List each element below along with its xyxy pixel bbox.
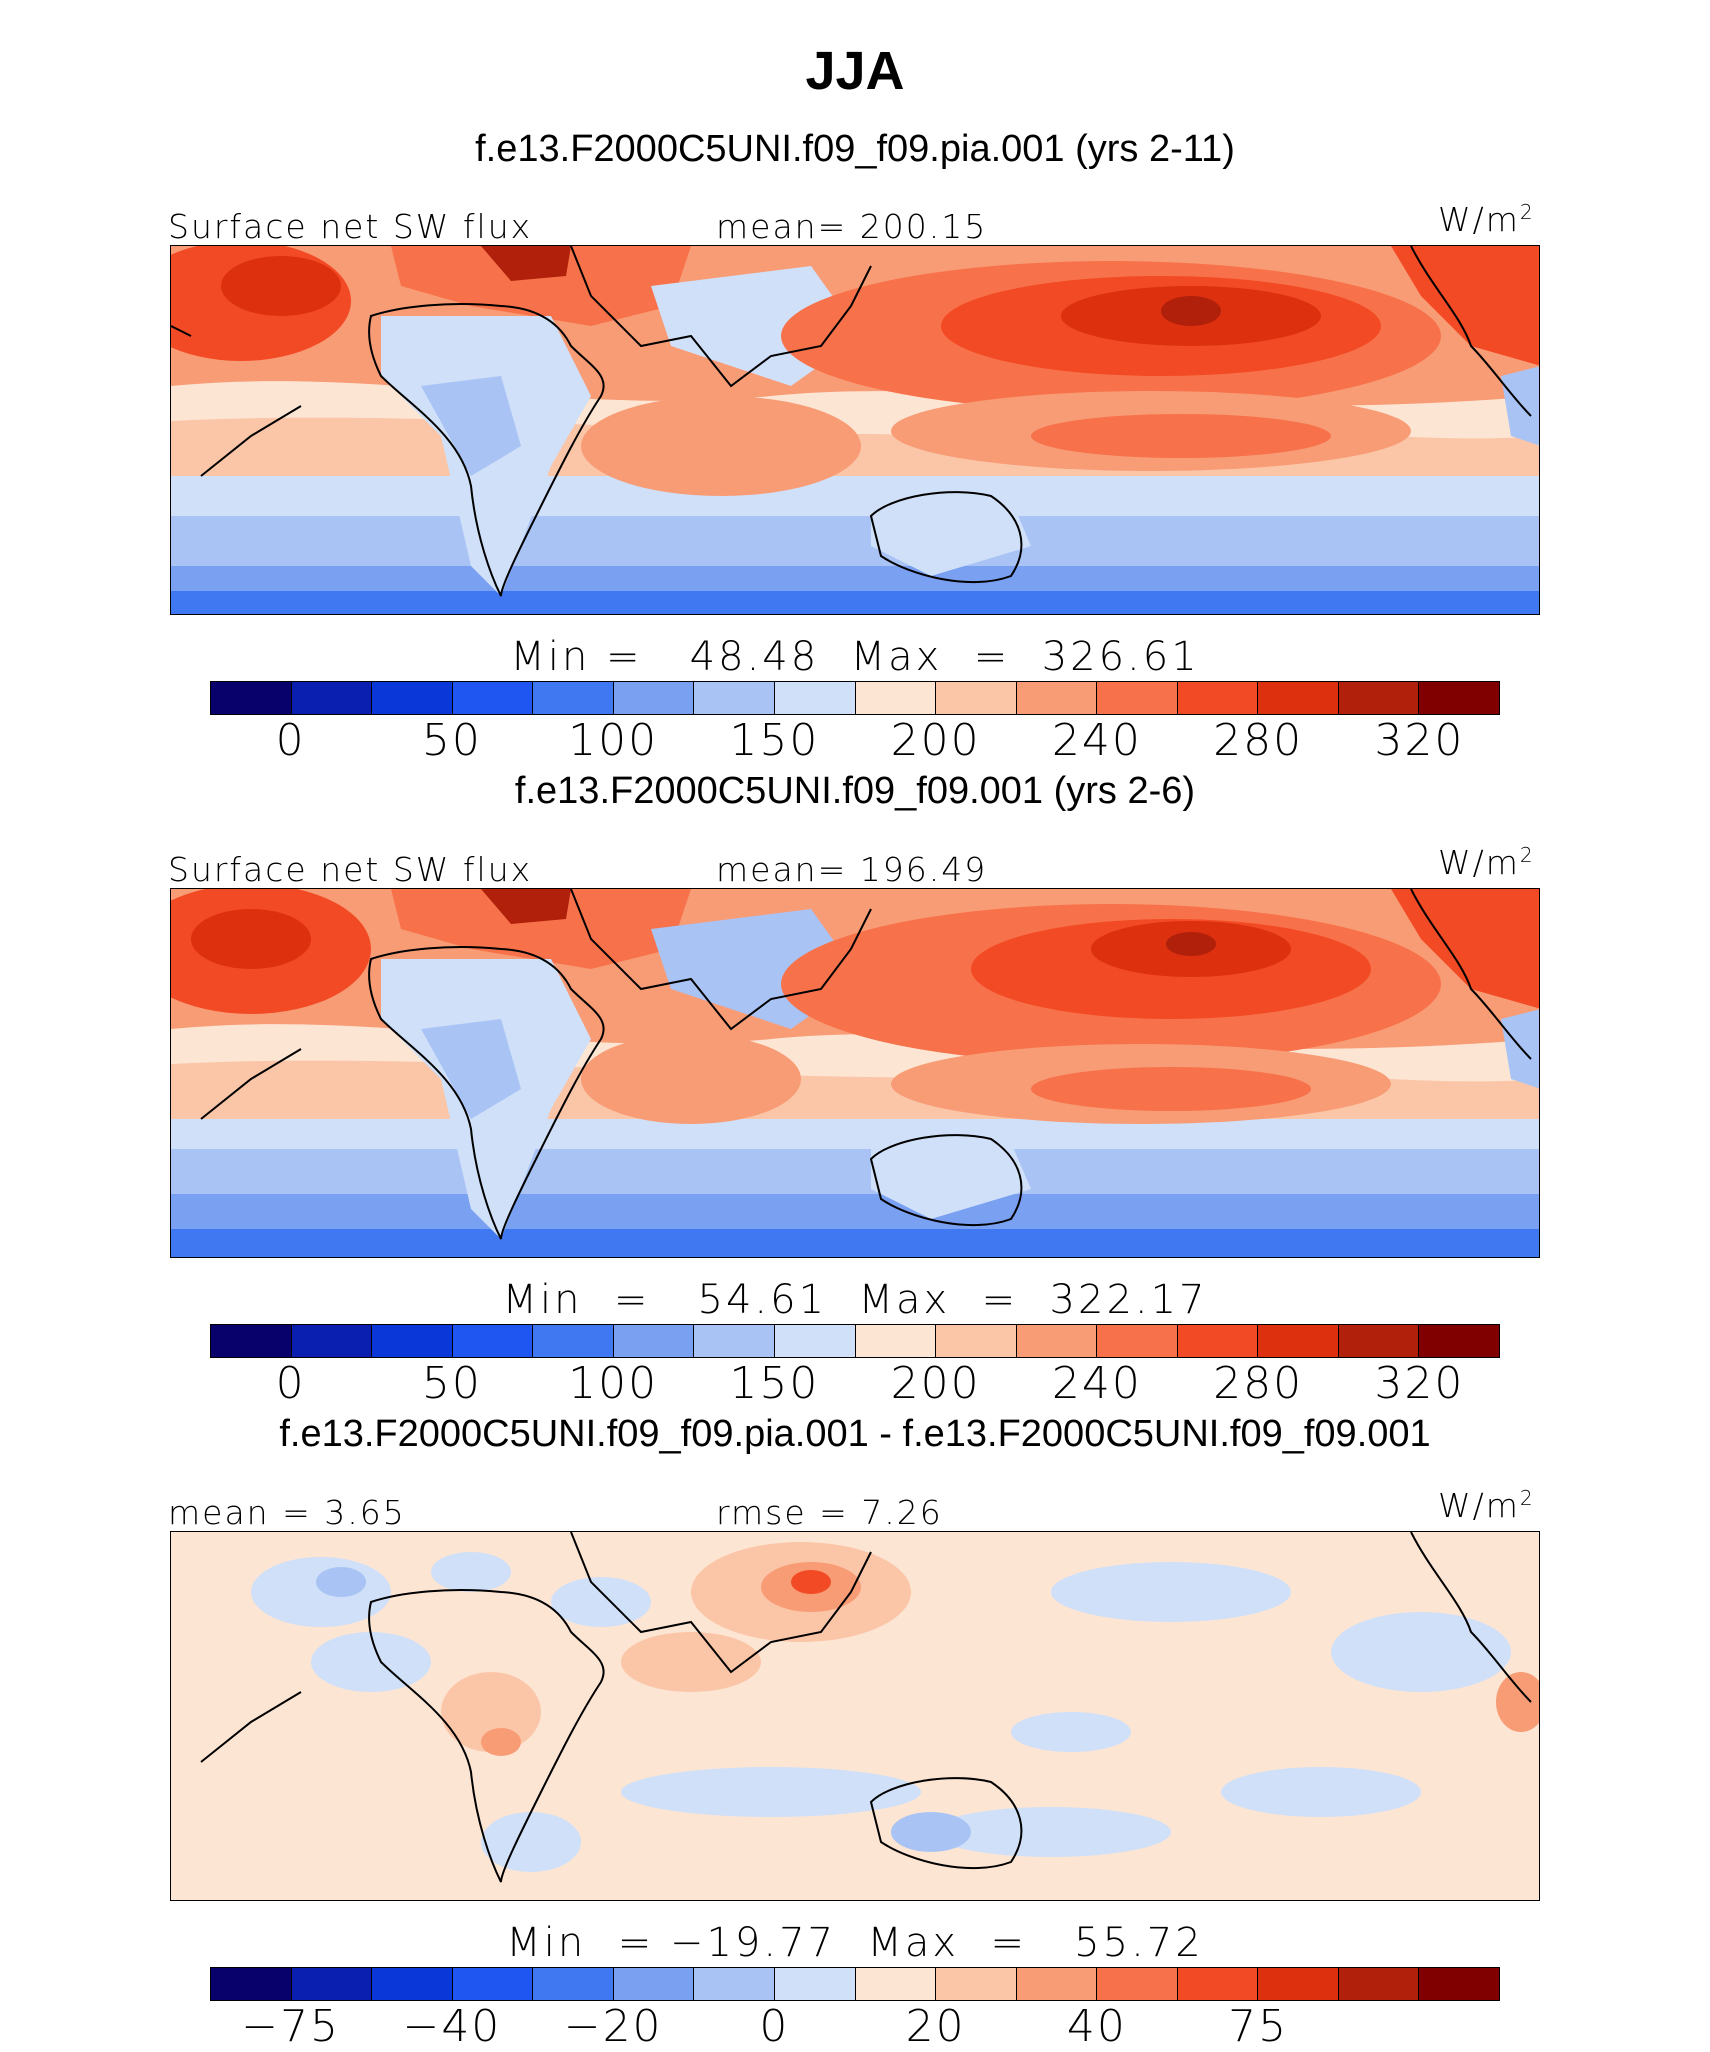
- colorbar-tick-label: −40: [402, 2001, 502, 2052]
- colorbar-box: [774, 1325, 856, 1357]
- colorbar-tick-label: 280: [1213, 715, 1304, 766]
- colorbar-tick-label: 0: [275, 1358, 306, 1409]
- colorbar-box: [1258, 1325, 1339, 1357]
- colorbar-box: [372, 1968, 453, 2000]
- colorbar-box: [533, 1968, 614, 2000]
- colorbar-box: [291, 1968, 373, 2000]
- colorbar-box: [855, 682, 937, 714]
- colorbar-tick-label: 200: [890, 715, 981, 766]
- colorbar-tick-label: 150: [729, 715, 820, 766]
- panel-1-case-title: f.e13.F2000C5UNI.f09_f09.pia.001 (yrs 2-…: [475, 128, 1235, 170]
- colorbar-tick-label: 240: [1051, 715, 1142, 766]
- colorbar-box: [452, 1325, 534, 1357]
- colorbar-box: [1338, 682, 1420, 714]
- colorbar-box: [774, 1968, 856, 2000]
- colorbar-box: [1177, 1968, 1259, 2000]
- colorbar-box: [372, 682, 453, 714]
- panel-3-minmax: Min = −19.77 Max = 55.72: [506, 1920, 1204, 1966]
- colorbar-box: [291, 1325, 373, 1357]
- colorbar-box: [1016, 1325, 1098, 1357]
- panel-1-variable-label: Surface net SW flux: [168, 207, 533, 246]
- panel-1-colorbar: [210, 681, 1500, 715]
- panel-1-map: [170, 245, 1540, 615]
- panel-1-mean-label: mean= 200.15: [716, 207, 988, 246]
- colorbar-tick-label: 75: [1228, 2001, 1289, 2052]
- figure-title: JJA: [805, 41, 905, 101]
- colorbar-tick-label: 280: [1213, 1358, 1304, 1409]
- colorbar-box: [1338, 1968, 1420, 2000]
- panel-2-units: W/m2: [1438, 843, 1535, 882]
- colorbar-box: [613, 1968, 695, 2000]
- panel-3-map: [170, 1531, 1540, 1901]
- colorbar-tick-label: −20: [563, 2001, 663, 2052]
- colorbar-tick-label: 240: [1051, 1358, 1142, 1409]
- colorbar-box: [533, 1325, 614, 1357]
- colorbar-box: [855, 1968, 937, 2000]
- colorbar-box: [1258, 1968, 1339, 2000]
- colorbar-tick-label: 50: [421, 1358, 482, 1409]
- colorbar-box: [1419, 1968, 1499, 2000]
- colorbar-tick-label: 200: [890, 1358, 981, 1409]
- colorbar-box: [774, 682, 856, 714]
- colorbar-box: [1097, 1325, 1178, 1357]
- colorbar-tick-label: 40: [1066, 2001, 1127, 2052]
- colorbar-box: [452, 682, 534, 714]
- colorbar-tick-label: 0: [275, 715, 306, 766]
- panel-1-minmax: Min = 48.48 Max = 326.61: [510, 634, 1200, 680]
- panel-3-mean-label: mean = 3.65: [168, 1493, 406, 1532]
- colorbar-box: [291, 682, 373, 714]
- colorbar-tick-label: 320: [1374, 1358, 1465, 1409]
- colorbar-box: [533, 682, 614, 714]
- colorbar-box: [613, 682, 695, 714]
- colorbar-tick-label: −75: [241, 2001, 341, 2052]
- colorbar-box: [1258, 682, 1339, 714]
- colorbar-box: [211, 682, 292, 714]
- panel-2-variable-label: Surface net SW flux: [168, 850, 533, 889]
- colorbar-tick-label: 50: [421, 715, 482, 766]
- colorbar-box: [1177, 682, 1259, 714]
- colorbar-box: [211, 1325, 292, 1357]
- panel-2-mean-label: mean= 196.49: [716, 850, 988, 889]
- panel-2-case-title: f.e13.F2000C5UNI.f09_f09.001 (yrs 2-6): [514, 770, 1196, 812]
- colorbar-tick-label: 320: [1374, 715, 1465, 766]
- colorbar-tick-label: 100: [568, 1358, 659, 1409]
- colorbar-box: [1419, 682, 1499, 714]
- panel-2-minmax: Min = 54.61 Max = 322.17: [502, 1277, 1208, 1323]
- panel-1-units: W/m2: [1438, 200, 1535, 239]
- colorbar-box: [936, 1968, 1017, 2000]
- colorbar-tick-label: 100: [568, 715, 659, 766]
- panel-2-map: [170, 888, 1540, 1258]
- panel-2-colorbar: [210, 1324, 1500, 1358]
- colorbar-box: [1097, 682, 1178, 714]
- panel-3-rmse-label: rmse = 7.26: [716, 1493, 943, 1532]
- colorbar-box: [1016, 1968, 1098, 2000]
- colorbar-tick-label: 0: [759, 2001, 790, 2052]
- colorbar-box: [694, 1325, 775, 1357]
- colorbar-box: [372, 1325, 453, 1357]
- colorbar-box: [936, 1325, 1017, 1357]
- panel-3-case-title: f.e13.F2000C5UNI.f09_f09.pia.001 - f.e13…: [279, 1413, 1431, 1455]
- colorbar-box: [1177, 1325, 1259, 1357]
- colorbar-box: [211, 1968, 292, 2000]
- panel-3-colorbar: [210, 1967, 1500, 2001]
- colorbar-box: [1016, 682, 1098, 714]
- colorbar-box: [1338, 1325, 1420, 1357]
- colorbar-box: [694, 682, 775, 714]
- panel-3-units: W/m2: [1438, 1486, 1535, 1525]
- colorbar-box: [613, 1325, 695, 1357]
- colorbar-tick-label: 150: [729, 1358, 820, 1409]
- colorbar-box: [694, 1968, 775, 2000]
- colorbar-box: [1419, 1325, 1499, 1357]
- colorbar-box: [936, 682, 1017, 714]
- colorbar-tick-label: 20: [905, 2001, 966, 2052]
- colorbar-box: [1097, 1968, 1178, 2000]
- colorbar-box: [855, 1325, 937, 1357]
- colorbar-box: [452, 1968, 534, 2000]
